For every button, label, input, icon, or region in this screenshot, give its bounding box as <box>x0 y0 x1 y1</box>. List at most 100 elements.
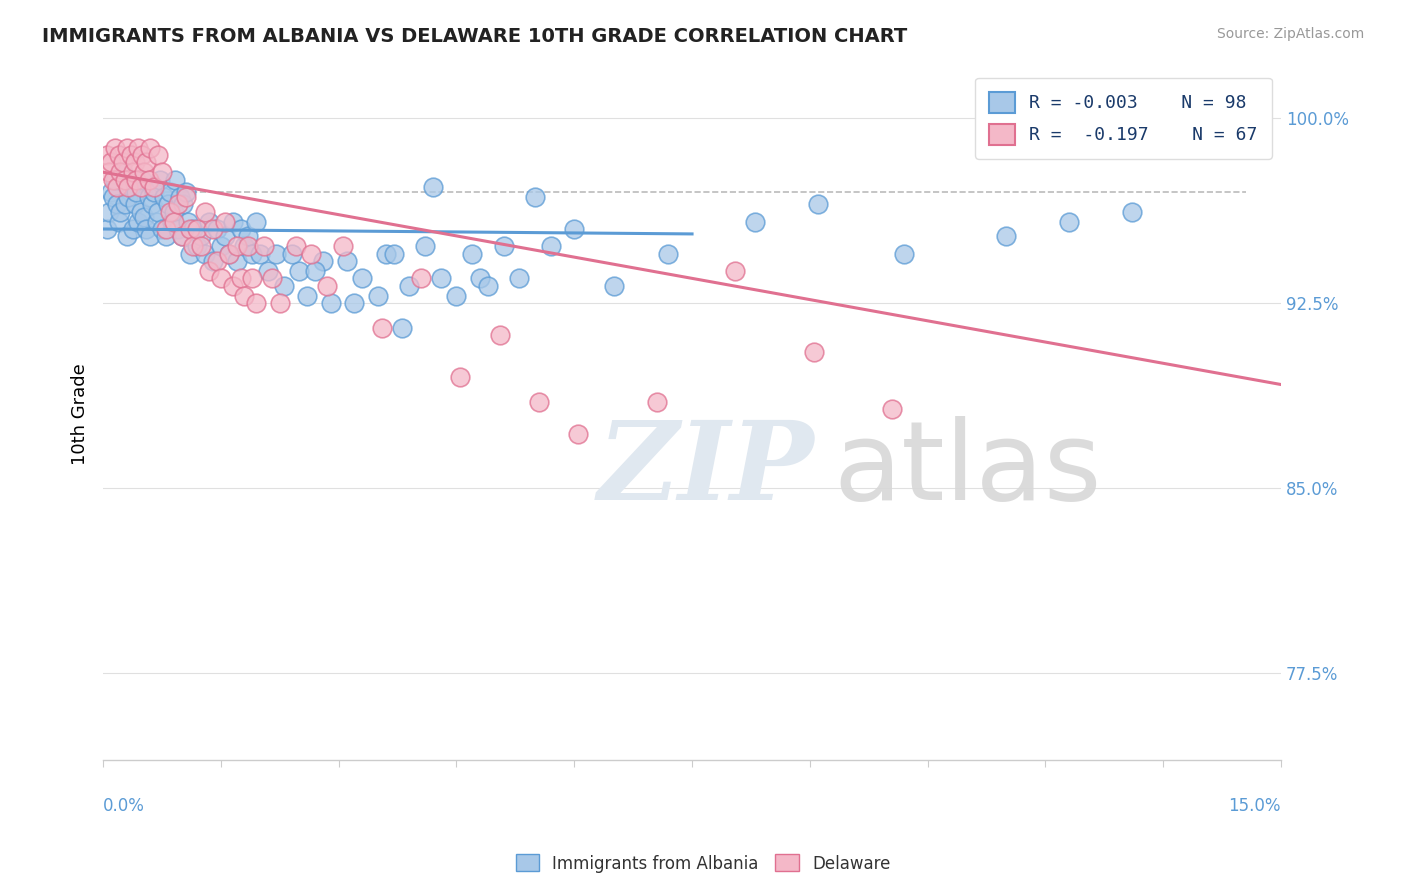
Point <box>508 271 530 285</box>
Point <box>198 214 221 228</box>
Point <box>174 190 197 204</box>
Point <box>139 140 162 154</box>
Point <box>562 222 585 236</box>
Point <box>183 239 205 253</box>
Point <box>461 246 484 260</box>
Point <box>186 222 208 236</box>
Point <box>1121 204 1143 219</box>
Text: atlas: atlas <box>834 416 1102 523</box>
Point <box>155 229 177 244</box>
Point <box>446 288 468 302</box>
Point <box>122 165 145 179</box>
Point <box>159 204 181 219</box>
Point <box>179 222 201 236</box>
Point <box>995 229 1018 244</box>
Point <box>194 246 217 260</box>
Point <box>143 180 166 194</box>
Point <box>724 264 747 278</box>
Point <box>143 185 166 199</box>
Point <box>343 296 366 310</box>
Point <box>312 254 335 268</box>
Point <box>245 214 267 228</box>
Point <box>159 185 181 199</box>
Point <box>100 185 122 199</box>
Point <box>145 214 167 228</box>
Point <box>132 165 155 179</box>
Point <box>382 246 405 260</box>
Point <box>139 229 162 244</box>
Point <box>122 222 145 236</box>
Point <box>117 190 139 204</box>
Point <box>202 254 225 268</box>
Point <box>110 165 132 179</box>
Point <box>138 190 160 204</box>
Point <box>149 172 172 186</box>
Point <box>374 246 396 260</box>
Point <box>893 246 915 260</box>
Point <box>540 239 562 253</box>
Point <box>132 210 155 224</box>
Point <box>98 204 121 219</box>
Point <box>160 214 183 228</box>
Point <box>352 271 374 285</box>
Point <box>127 140 149 154</box>
Point <box>803 345 825 359</box>
Point <box>120 180 142 194</box>
Point <box>104 172 127 186</box>
Point <box>367 288 389 302</box>
Point <box>602 278 624 293</box>
Point <box>146 148 169 162</box>
Point <box>117 180 139 194</box>
Point <box>422 180 444 194</box>
Point <box>111 155 134 169</box>
Point <box>153 190 176 204</box>
Point <box>101 172 124 186</box>
Point <box>124 197 146 211</box>
Point <box>240 271 263 285</box>
Text: 15.0%: 15.0% <box>1229 797 1281 814</box>
Point <box>131 148 153 162</box>
Point <box>449 370 471 384</box>
Point <box>229 222 252 236</box>
Point <box>299 246 322 260</box>
Point <box>100 155 122 169</box>
Point <box>108 214 131 228</box>
Point <box>882 402 904 417</box>
Point <box>129 180 152 194</box>
Point <box>186 239 208 253</box>
Point <box>150 222 173 236</box>
Point <box>398 278 420 293</box>
Text: ZIP: ZIP <box>598 416 814 524</box>
Point <box>316 278 339 293</box>
Point <box>391 320 413 334</box>
Point <box>214 214 236 228</box>
Point <box>96 222 118 236</box>
Point <box>260 271 283 285</box>
Point <box>125 185 148 199</box>
Point <box>249 246 271 260</box>
Point <box>429 271 451 285</box>
Text: 0.0%: 0.0% <box>103 797 145 814</box>
Point <box>96 148 118 162</box>
Point <box>488 328 510 343</box>
Point <box>114 172 136 186</box>
Point <box>645 394 668 409</box>
Point <box>146 204 169 219</box>
Text: Source: ZipAtlas.com: Source: ZipAtlas.com <box>1216 27 1364 41</box>
Point <box>115 140 138 154</box>
Legend: Immigrants from Albania, Delaware: Immigrants from Albania, Delaware <box>509 847 897 880</box>
Point <box>240 246 263 260</box>
Point <box>166 197 188 211</box>
Point <box>335 254 357 268</box>
Point <box>567 426 589 441</box>
Point <box>807 197 830 211</box>
Point <box>141 197 163 211</box>
Point <box>127 214 149 228</box>
Point <box>190 229 212 244</box>
Point <box>371 320 394 334</box>
Point <box>205 254 228 268</box>
Point <box>129 204 152 219</box>
Point <box>179 246 201 260</box>
Point <box>411 271 433 285</box>
Point <box>156 197 179 211</box>
